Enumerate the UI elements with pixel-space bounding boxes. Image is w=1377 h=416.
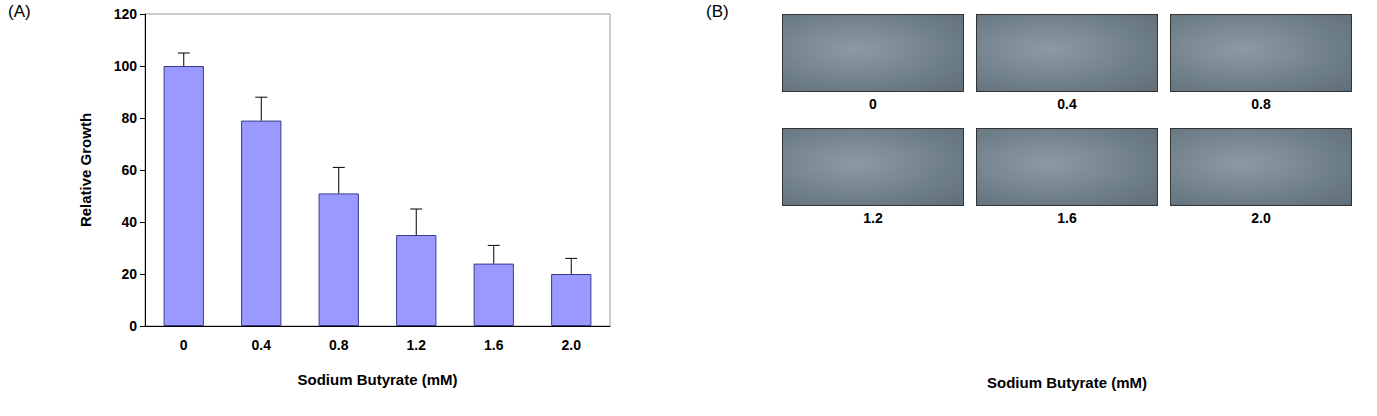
- svg-text:20: 20: [121, 266, 137, 282]
- svg-text:1.6: 1.6: [484, 337, 504, 353]
- html-text:2.0: 2.0: [1251, 210, 1271, 226]
- html-text:(B): (B): [706, 2, 729, 21]
- svg-text:40: 40: [121, 214, 137, 230]
- svg-text:0: 0: [180, 337, 188, 353]
- html-text:0: 0: [869, 96, 877, 112]
- svg-text:120: 120: [114, 6, 138, 22]
- svg-text:80: 80: [121, 110, 137, 126]
- svg-text:Sodium Butyrate (mM): Sodium Butyrate (mM): [297, 371, 457, 388]
- html-text:1.2: 1.2: [863, 210, 883, 226]
- svg-text:Relative Growth: Relative Growth: [77, 113, 94, 227]
- html-text:0.4: 0.4: [1057, 96, 1077, 112]
- html-text:1.6: 1.6: [1057, 210, 1077, 226]
- svg-text:1.2: 1.2: [407, 337, 427, 353]
- svg-text:0: 0: [129, 318, 137, 334]
- html-text:0.8: 0.8: [1251, 96, 1271, 112]
- html-text:(A): (A): [8, 2, 31, 21]
- svg-text:0.8: 0.8: [329, 337, 349, 353]
- svg-text:60: 60: [121, 162, 137, 178]
- svg-text:2.0: 2.0: [562, 337, 582, 353]
- svg-text:100: 100: [114, 58, 138, 74]
- svg-text:0.4: 0.4: [252, 337, 272, 353]
- html-text:Sodium Butyrate (mM): Sodium Butyrate (mM): [987, 374, 1147, 391]
